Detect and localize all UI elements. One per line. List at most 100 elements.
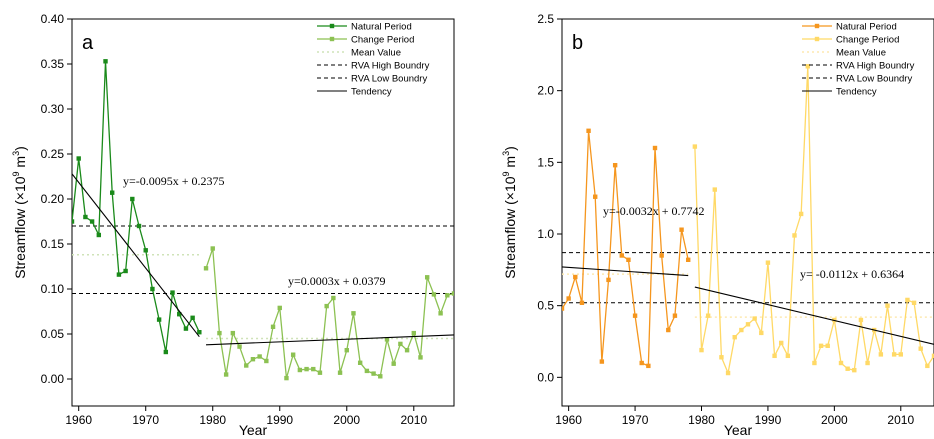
data-point-change — [798, 211, 804, 217]
data-point-change — [898, 352, 903, 357]
legend-entry-label: Mean Value — [351, 48, 401, 59]
data-point-change — [765, 260, 771, 265]
data-point-natural — [150, 286, 155, 292]
data-point-natural — [130, 196, 135, 202]
y-tick-label: 0.05 — [41, 327, 65, 341]
data-point-natural — [599, 359, 605, 364]
panel-label: b — [572, 32, 583, 54]
data-point-natural — [606, 277, 611, 283]
data-point-change — [290, 352, 296, 357]
legend: Natural Period Change Period Mean Value RVA… — [802, 22, 915, 98]
data-point-change — [805, 64, 810, 69]
data-point-natural — [579, 300, 585, 305]
data-point-change — [905, 297, 910, 303]
x-tick-label: 1960 — [555, 413, 582, 427]
tendency-line — [206, 334, 454, 346]
data-point-natural — [686, 257, 691, 262]
y-tick-label: 1.0 — [537, 227, 554, 241]
y-tick-label: 0.10 — [41, 282, 65, 296]
data-point-natural — [626, 257, 631, 262]
data-point-change — [692, 144, 698, 149]
y-axis-label-ylabel: Streamflow (×10 — [12, 176, 28, 279]
data-point-change — [739, 327, 744, 333]
data-point-change — [284, 375, 289, 381]
data-point-change — [203, 266, 209, 271]
legend-entry-label: Change Period — [351, 35, 414, 46]
data-point-change — [210, 246, 215, 251]
x-tick-label: 1960 — [65, 413, 92, 427]
data-point-change — [344, 348, 349, 353]
data-point-change — [404, 348, 410, 353]
data-point-natural — [110, 190, 115, 195]
y-tick-label: 0.25 — [41, 147, 65, 161]
data-point-natural — [116, 272, 122, 277]
x-tick-label: 2000 — [333, 413, 360, 427]
tendency-line — [562, 266, 689, 277]
data-point-change — [779, 340, 784, 346]
data-point-change — [785, 353, 791, 359]
x-axis-label: Year — [724, 422, 753, 438]
y-tick-label: 2.0 — [537, 84, 554, 98]
data-point-change — [317, 370, 323, 375]
plot-area — [72, 59, 454, 381]
y-axis-label-ylabel_unit: m — [502, 156, 518, 172]
data-point-change — [931, 353, 934, 359]
x-tick-label: 2000 — [821, 413, 848, 427]
data-point-change — [297, 367, 303, 373]
y-tick-label: 0.15 — [41, 237, 65, 251]
data-point-natural — [619, 253, 624, 258]
y-axis-label: Streamflow (×109 m3) — [11, 146, 28, 279]
data-point-change — [424, 275, 430, 280]
data-point-change — [230, 330, 236, 336]
legend-swatch-marker — [329, 23, 335, 29]
legend-entry-label: Tendency — [351, 87, 392, 98]
data-point-change — [878, 352, 884, 357]
series-line-natural — [72, 61, 200, 353]
x-tick-label: 1980 — [688, 413, 715, 427]
data-point-natural — [666, 327, 671, 333]
data-point-natural — [593, 194, 598, 199]
data-point-change — [825, 343, 830, 348]
data-point-change — [431, 292, 437, 297]
legend: Natural Period Change Period Mean Value RVA… — [317, 22, 430, 98]
chart-panel-b: 0.0 0.5 1.0 1.5 2.0 2.5 1960 1970 1980 1990 2000 20… — [501, 12, 934, 438]
data-point-change — [752, 316, 757, 321]
data-point-change — [925, 363, 930, 369]
data-point-change — [858, 317, 864, 323]
data-point-natural — [562, 306, 565, 311]
data-point-change — [725, 370, 731, 376]
series-line-change — [205, 248, 454, 379]
data-point-change — [331, 295, 336, 301]
y-axis-label-ylabel_sup2: 3 — [501, 151, 511, 156]
data-point-natural — [659, 253, 664, 258]
y-axis-label-ylabel_unit: m — [12, 156, 28, 172]
data-point-change — [324, 303, 329, 309]
data-point-change — [237, 344, 242, 349]
data-point-change — [384, 337, 390, 342]
panel-label: a — [82, 32, 94, 54]
y-tick-label: 0.40 — [41, 12, 65, 26]
data-point-natural — [679, 227, 684, 232]
data-point-change — [772, 353, 777, 359]
data-point-natural — [197, 330, 202, 335]
data-point-change — [759, 330, 764, 336]
data-point-natural — [672, 313, 678, 318]
data-point-change — [398, 341, 403, 347]
data-point-change — [250, 357, 256, 362]
data-point-change — [705, 313, 711, 318]
data-point-natural — [639, 360, 644, 366]
plot-frame — [71, 18, 455, 407]
data-point-change — [438, 311, 443, 316]
x-tick-label: 2010 — [400, 413, 427, 427]
data-point-natural — [89, 219, 95, 224]
data-point-change — [445, 293, 450, 298]
data-point-change — [357, 360, 363, 365]
y-axis-label-ylabel: Streamflow (×10 — [502, 176, 518, 279]
data-point-natural — [190, 315, 195, 320]
series-line-change — [694, 66, 934, 376]
legend-entry-label: RVA High Boundry — [836, 61, 915, 72]
legend-swatch-marker — [329, 36, 335, 42]
data-point-change — [918, 346, 923, 351]
data-point-change — [277, 305, 282, 311]
